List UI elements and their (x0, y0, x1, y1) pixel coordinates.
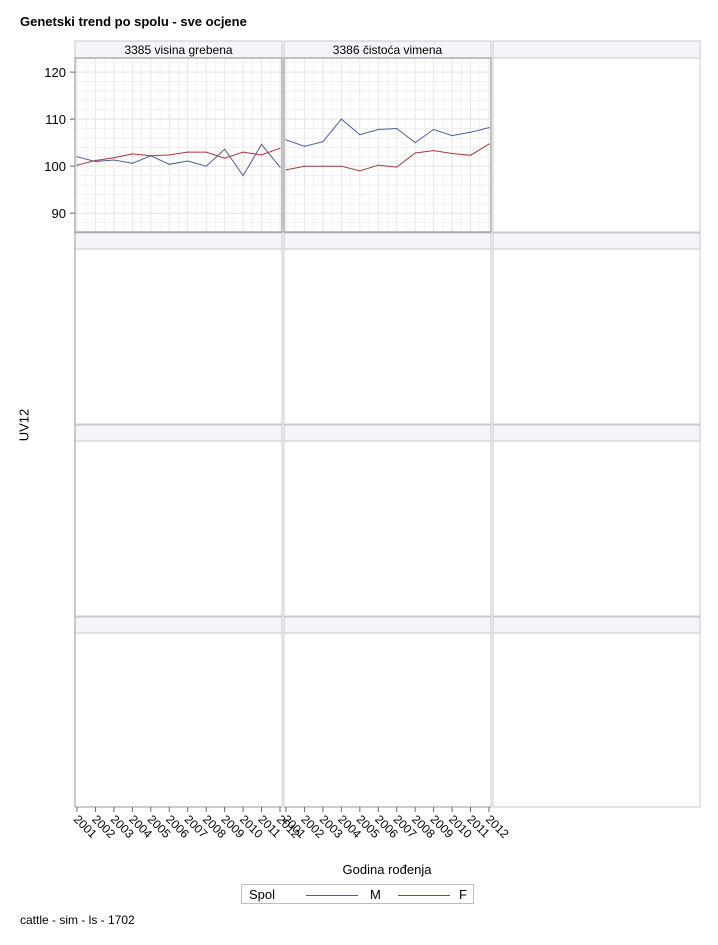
panel-header-3-0 (74, 616, 283, 634)
series-line-0-M (76, 143, 281, 177)
series-point-0-M-5 (168, 163, 170, 165)
panel-header-0-2 (492, 40, 701, 59)
series-point-0-F-5 (168, 154, 170, 156)
series-point-0-F-11 (279, 147, 281, 149)
legend-line-f (398, 895, 450, 896)
panel-header-3-1 (283, 616, 492, 634)
series-point-1-F-0 (285, 169, 287, 171)
panel-frame-2-0 (74, 440, 283, 617)
panel-header-1-2 (492, 232, 701, 250)
series-point-1-F-11 (488, 143, 490, 145)
panel-header-1-0 (74, 232, 283, 250)
series-point-1-F-9 (451, 152, 453, 155)
series-point-1-F-5 (377, 164, 379, 166)
series-point-0-F-2 (113, 157, 115, 159)
data-panel-border-1 (283, 57, 492, 233)
panel-label-0: 3385 visina grebena (124, 43, 232, 57)
series-point-1-M-1 (303, 145, 306, 148)
y-tick-label-110: 110 (45, 112, 66, 127)
panel-frame-2-2 (492, 440, 701, 617)
x-axis-label: Godina rođenja (342, 862, 432, 877)
panel-header-3-2 (492, 616, 701, 634)
series-point-0-M-2 (113, 159, 115, 161)
y-tick-label-90: 90 (52, 206, 66, 221)
series-point-0-F-9 (242, 151, 244, 153)
series-point-1-M-2 (322, 141, 324, 143)
series-point-0-M-11 (279, 166, 281, 168)
series-point-0-M-8 (224, 148, 226, 150)
series-point-1-M-4 (359, 134, 361, 136)
legend-title: Spol (249, 887, 276, 902)
series-point-0-M-10 (260, 143, 263, 146)
panel-label-1: 3386 čistoća vimena (333, 43, 443, 57)
panel-frame-3-2 (492, 632, 701, 808)
series-point-1-M-9 (451, 134, 453, 137)
panel-header-1-1 (283, 232, 492, 250)
series-line-1-M (285, 118, 490, 147)
series-point-0-F-10 (260, 154, 263, 156)
legend-line-m (306, 895, 358, 896)
series-point-0-F-7 (205, 151, 207, 153)
series-point-1-M-5 (377, 128, 379, 131)
series-point-0-F-3 (131, 153, 133, 155)
page-title: Genetski trend po spolu - sve ocjene (20, 14, 247, 29)
series-point-1-F-10 (469, 154, 472, 156)
series-point-0-F-8 (224, 157, 226, 159)
panel-frame-0-2 (492, 57, 701, 233)
series-point-1-F-8 (433, 150, 435, 152)
series-point-1-M-10 (469, 131, 472, 133)
series-point-1-M-6 (396, 127, 398, 130)
series-point-1-F-7 (414, 152, 416, 154)
series-point-0-F-0 (76, 164, 78, 166)
series-point-1-F-3 (340, 165, 342, 167)
legend-label-f: F (459, 887, 467, 902)
series-point-1-M-0 (285, 139, 287, 141)
series-point-0-F-1 (94, 159, 97, 162)
series-point-0-M-1 (94, 160, 97, 163)
series-point-1-M-3 (340, 118, 342, 120)
footnote: cattle - sim - ls - 1702 (20, 913, 135, 927)
series-point-1-M-7 (414, 142, 416, 144)
panel-frame-2-1 (283, 440, 492, 617)
panel-frame-3-1 (283, 632, 492, 808)
series-point-1-M-8 (433, 128, 435, 131)
legend-label-m: M (370, 887, 381, 902)
series-point-0-F-6 (187, 151, 189, 153)
series-point-0-M-0 (76, 156, 78, 158)
panel-frame-1-2 (492, 248, 701, 425)
series-point-0-M-7 (205, 165, 207, 167)
panel-header-2-1 (283, 424, 492, 442)
series-point-1-F-1 (303, 165, 306, 167)
series-point-1-F-4 (359, 170, 361, 172)
y-tick-label-120: 120 (44, 65, 66, 80)
y-tick-label-100: 100 (44, 159, 66, 174)
series-point-0-M-6 (187, 160, 189, 162)
series-point-1-M-11 (488, 127, 490, 129)
panel-frame-1-0 (74, 248, 283, 425)
series-point-0-M-3 (131, 162, 133, 164)
panel-header-2-2 (492, 424, 701, 442)
series-line-1-F (285, 143, 490, 172)
legend: Spol M F (241, 884, 474, 904)
panel-header-2-0 (74, 424, 283, 442)
series-point-1-F-2 (322, 165, 324, 167)
panel-frame-1-1 (283, 248, 492, 425)
series-point-0-M-9 (242, 174, 244, 177)
series-point-0-F-4 (150, 155, 152, 157)
series-point-1-F-6 (396, 166, 398, 168)
series-line-0-F (76, 147, 281, 166)
panel-frame-3-0 (74, 632, 283, 808)
